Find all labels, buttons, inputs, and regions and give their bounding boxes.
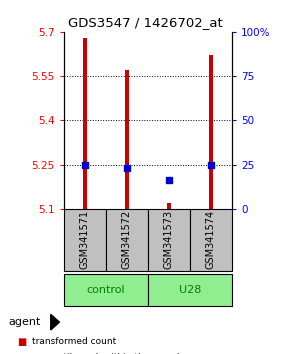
Text: GSM341572: GSM341572 [122, 210, 132, 269]
Text: transformed count: transformed count [32, 337, 116, 346]
Bar [167, 203, 171, 209]
Bar [148, 274, 232, 306]
Bar [190, 209, 232, 271]
Text: ■: ■ [17, 353, 27, 354]
Text: U28: U28 [179, 285, 201, 295]
Bar [106, 209, 148, 271]
Bar [209, 56, 213, 209]
Bar [64, 274, 148, 306]
Text: GSM341573: GSM341573 [164, 210, 174, 269]
Bar [125, 70, 129, 209]
Polygon shape [51, 314, 59, 330]
Bar [64, 209, 106, 271]
Text: GSM341571: GSM341571 [80, 210, 90, 269]
Text: GDS3547 / 1426702_at: GDS3547 / 1426702_at [68, 16, 222, 29]
Text: agent: agent [9, 317, 41, 327]
Text: GSM341574: GSM341574 [206, 210, 216, 269]
Bar [148, 209, 190, 271]
Bar [83, 38, 87, 209]
Text: ■: ■ [17, 337, 27, 347]
Text: control: control [86, 285, 125, 295]
Text: percentile rank within the sample: percentile rank within the sample [32, 353, 185, 354]
